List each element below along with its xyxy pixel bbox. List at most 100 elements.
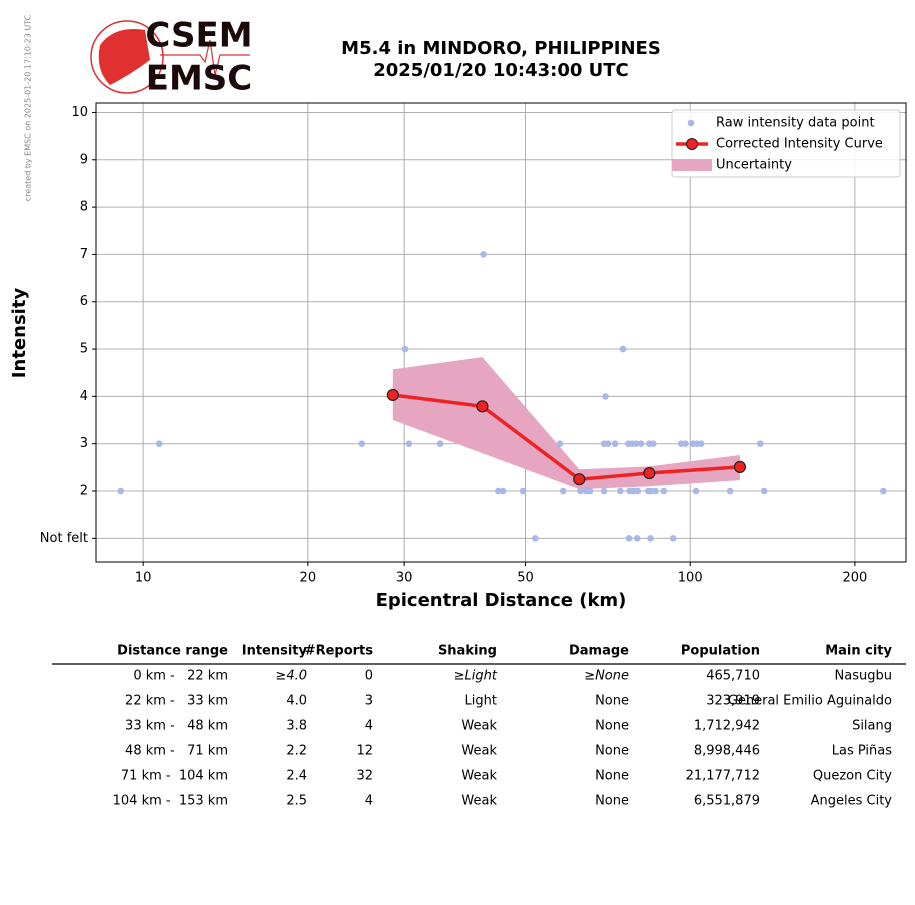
y-tick-label: 3 <box>80 436 88 451</box>
curve-point <box>643 466 656 480</box>
table-cell: 8,998,446 <box>694 744 760 759</box>
raw-point <box>559 487 567 495</box>
table-cell: 32 <box>356 769 373 784</box>
logo: CSEM EMSC <box>90 16 253 99</box>
table-cell: ≥None <box>584 669 629 684</box>
y-axis-label: Intensity <box>9 288 30 379</box>
table-cell: Angeles City <box>811 794 893 809</box>
table-header: Distance range <box>117 644 228 659</box>
raw-point <box>760 487 768 495</box>
credit: created by EMSC on 2025-01-20 17:10:23 U… <box>24 14 33 201</box>
raw-point <box>600 487 608 495</box>
raw-point <box>649 440 657 448</box>
table-cell: 104 km - 153 km <box>113 794 228 809</box>
table-cell: 3 <box>365 694 373 709</box>
legend-label: Raw intensity data point <box>716 116 875 131</box>
raw-point <box>401 345 409 353</box>
x-tick-label: 10 <box>135 571 152 586</box>
raw-point <box>697 440 705 448</box>
table-cell: 4 <box>365 719 373 734</box>
raw-point <box>604 440 612 448</box>
table-cell: Nasugbu <box>835 669 892 684</box>
table-cell: 2.4 <box>286 769 307 784</box>
raw-point <box>602 393 609 400</box>
logo-bottom: EMSC <box>146 59 253 99</box>
x-tick-label: 100 <box>678 571 703 586</box>
table-cell: 1,712,942 <box>694 719 760 734</box>
raw-point <box>499 487 507 495</box>
table-cell: Quezon City <box>813 769 892 784</box>
raw-point <box>692 487 700 495</box>
y-tick-label: 5 <box>80 342 88 357</box>
table-cell: Light <box>465 694 497 709</box>
legend-label: Uncertainty <box>716 158 792 173</box>
table-cell: ≥Light <box>454 669 498 684</box>
curve-point <box>573 473 586 486</box>
raw-point <box>117 487 125 495</box>
raw-point <box>756 440 764 448</box>
raw-point <box>532 535 539 542</box>
table-header: Intensity <box>242 644 308 659</box>
curve-point <box>733 460 747 473</box>
raw-point <box>647 535 654 542</box>
table-header: Damage <box>569 644 629 659</box>
legend-label: Corrected Intensity Curve <box>716 137 883 152</box>
table-cell: None <box>595 719 629 734</box>
chart-title: M5.4 in MINDORO, PHILIPPINES <box>341 38 661 59</box>
table-cell: 4 <box>365 794 373 809</box>
logo-land <box>98 29 150 85</box>
raw-point <box>669 535 677 542</box>
table-cell: Silang <box>852 719 892 734</box>
table-cell: Weak <box>461 794 497 809</box>
x-tick-label: 30 <box>396 571 413 586</box>
table-cell: Weak <box>461 744 497 759</box>
table-cell: 48 km - 71 km <box>125 744 228 759</box>
table-cell: 71 km - 104 km <box>121 769 228 784</box>
raw-point <box>519 487 527 495</box>
table-cell: None <box>595 744 629 759</box>
table-cell: 12 <box>356 744 373 759</box>
table-cell: 22 km - 33 km <box>125 694 228 709</box>
y-tick-label: Not felt <box>40 531 88 546</box>
plot-frame <box>95 102 907 563</box>
table-cell: Weak <box>461 719 497 734</box>
table-cell: 0 <box>365 669 373 684</box>
raw-point <box>495 487 502 495</box>
table-cell: 33 km - 48 km <box>125 719 228 734</box>
x-axis-label: Epicentral Distance (km) <box>376 590 627 611</box>
table-cell: 323,919 <box>706 694 760 709</box>
y-tick-label: 8 <box>80 200 88 215</box>
y-tick-label: 4 <box>80 389 88 404</box>
table-header: Population <box>681 644 760 659</box>
raw-point <box>652 487 659 495</box>
raw-point <box>660 487 668 495</box>
raw-point <box>436 440 444 448</box>
raw-point <box>726 487 734 495</box>
raw-point <box>879 487 887 495</box>
table-header: Main city <box>825 644 892 659</box>
table-header: #Reports <box>305 644 374 659</box>
legend-swatch <box>687 119 695 127</box>
table-header: Shaking <box>438 644 497 659</box>
raw-point <box>577 487 584 495</box>
x-tick-label: 50 <box>517 571 534 586</box>
table-cell: General Emilio Aguinaldo <box>728 694 892 709</box>
legend-swatch <box>672 159 712 171</box>
uncertainty-band <box>392 357 740 490</box>
table-cell: Weak <box>461 769 497 784</box>
raw-point <box>633 440 640 448</box>
x-tick-label: 200 <box>842 571 867 586</box>
raw-point <box>633 535 641 542</box>
table-cell: None <box>595 794 629 809</box>
raw-point <box>155 440 163 448</box>
raw-point <box>405 440 413 448</box>
table-cell: 3.8 <box>286 719 307 734</box>
raw-point <box>682 440 689 448</box>
raw-point <box>625 535 633 542</box>
table-cell: ≥4.0 <box>275 669 307 684</box>
table-cell: 6,551,879 <box>694 794 760 809</box>
raw-point <box>358 440 366 448</box>
raw-point <box>480 251 487 258</box>
table-cell: None <box>595 769 629 784</box>
curve-point <box>476 400 489 413</box>
